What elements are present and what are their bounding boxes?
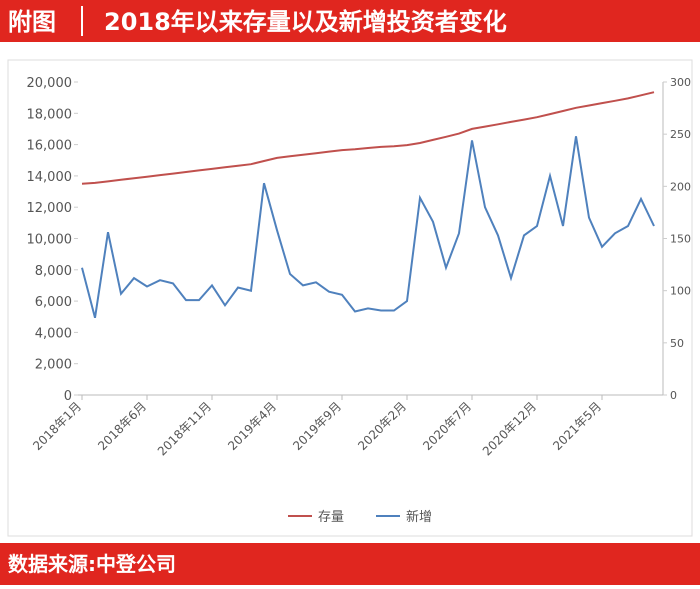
- y2-tick-label: 0: [670, 389, 677, 402]
- y2-tick-label: 300: [670, 76, 691, 89]
- y-tick-label: 2,000: [35, 358, 72, 373]
- x-tick-label: 2018年1月: [30, 399, 84, 453]
- series-line: [81, 91, 655, 185]
- title-banner: [0, 0, 700, 42]
- chart-title: 2018年以来存量以及新增投资者变化: [104, 8, 507, 36]
- x-tick-label: 2019年4月: [225, 399, 279, 453]
- y-tick-label: 18,000: [27, 107, 73, 122]
- x-tick-label: 2019年9月: [290, 399, 344, 453]
- y2-tick-label: 100: [670, 285, 691, 298]
- y-tick-label: 0: [64, 389, 72, 404]
- x-tick-label: 2020年2月: [355, 399, 409, 453]
- x-tick-label: 2020年7月: [420, 399, 474, 453]
- x-tick-label: 2021年5月: [550, 399, 604, 453]
- y2-tick-label: 150: [670, 233, 691, 246]
- chart-frame: [7, 59, 693, 537]
- title-tag: 附图: [8, 8, 56, 36]
- source: 数据来源:中登公司: [8, 552, 176, 576]
- y-tick-label: 8,000: [35, 264, 72, 279]
- y-tick-label: 4,000: [35, 326, 72, 341]
- y-tick-label: 16,000: [27, 139, 73, 154]
- x-tick-label: 2018年11月: [155, 399, 214, 458]
- y2-tick-label: 50: [670, 337, 684, 350]
- series-line: [81, 136, 655, 319]
- y2-tick-label: 250: [670, 128, 691, 141]
- x-tick-label: 2018年6月: [95, 399, 149, 453]
- y-tick-label: 10,000: [27, 233, 73, 248]
- footer-banner: [0, 543, 700, 585]
- y-tick-label: 6,000: [35, 295, 72, 310]
- y-tick-label: 12,000: [27, 201, 73, 216]
- legend-label: 存量: [318, 510, 344, 525]
- y2-tick-label: 200: [670, 180, 691, 193]
- x-tick-label: 2020年12月: [480, 399, 539, 458]
- y-tick-label: 20,000: [27, 76, 73, 91]
- y-tick-label: 14,000: [27, 170, 73, 185]
- legend-label: 新增: [406, 509, 432, 525]
